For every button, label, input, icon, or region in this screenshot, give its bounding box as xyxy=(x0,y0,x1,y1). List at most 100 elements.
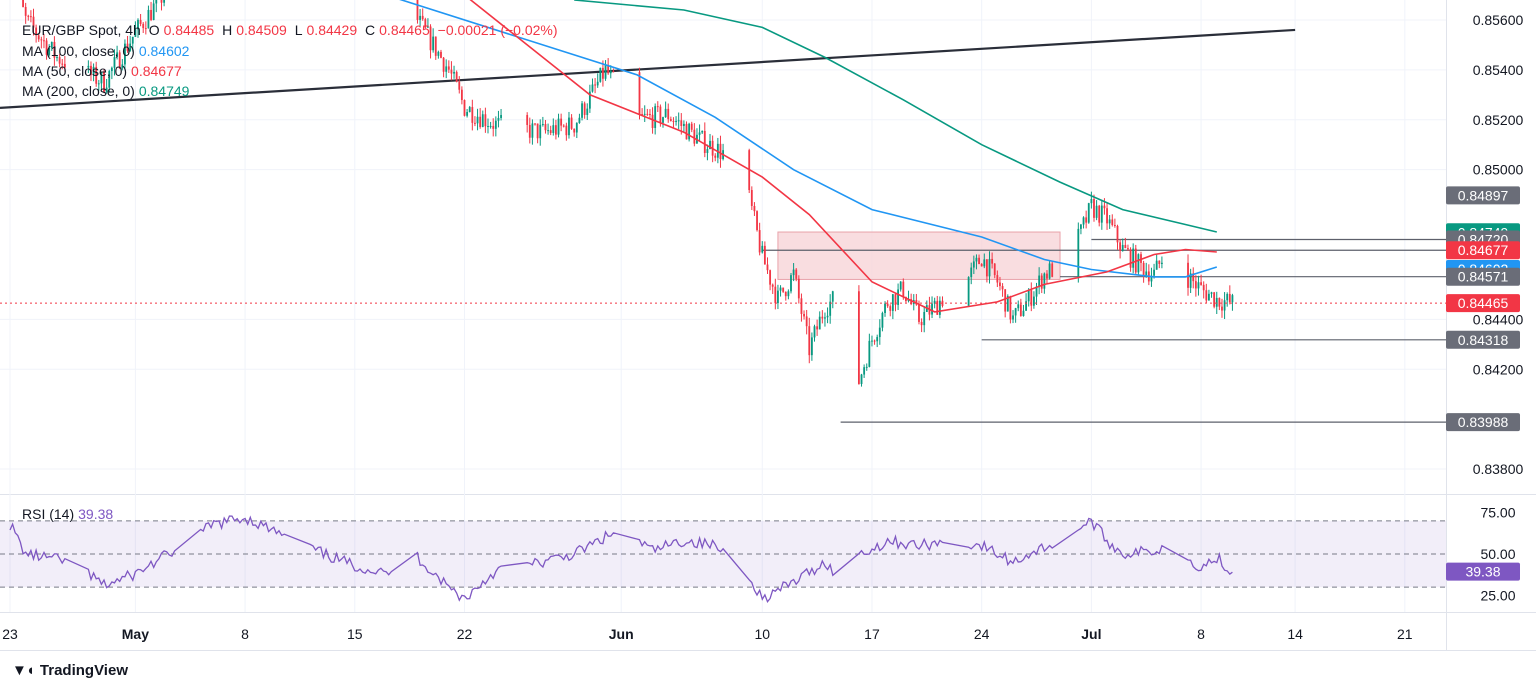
candle-body xyxy=(769,270,772,285)
candle-body xyxy=(549,130,552,133)
time-tick-label: 15 xyxy=(347,626,363,642)
supply-zone xyxy=(777,231,1061,280)
candle-body xyxy=(1098,205,1101,223)
candle-body xyxy=(818,316,821,330)
candle-body xyxy=(991,258,994,264)
candle-body xyxy=(565,125,568,136)
candle-body xyxy=(703,130,706,153)
candles xyxy=(22,0,1234,387)
candle-body xyxy=(37,35,40,40)
candle-body xyxy=(445,66,448,72)
moving-average-line xyxy=(469,0,1217,313)
candle-body xyxy=(774,286,777,304)
tradingview-logo[interactable]: ▼◖ TradingView xyxy=(12,662,128,679)
candle-body xyxy=(609,71,612,74)
candle-body xyxy=(484,114,487,127)
candle-body xyxy=(453,71,455,74)
candle-body xyxy=(160,0,163,3)
price-tick-label: 0.83800 xyxy=(1473,461,1524,477)
candle-body xyxy=(1113,224,1116,226)
ma200-legend[interactable]: MA (200, close, 0) 0.84749 xyxy=(22,83,193,99)
candle-body xyxy=(43,40,45,42)
candle-body xyxy=(873,340,876,342)
candle-body xyxy=(970,267,973,278)
candle-body xyxy=(474,122,476,124)
candle-body xyxy=(672,120,675,122)
candle-body xyxy=(669,119,672,121)
candle-body xyxy=(1025,301,1027,311)
candle-body xyxy=(458,81,461,90)
price-label-text: 0.84465 xyxy=(1458,295,1509,311)
rsi-value-badge-text: 39.38 xyxy=(1465,564,1500,580)
candle-body xyxy=(863,367,866,375)
candle-body xyxy=(560,118,563,126)
candle-body xyxy=(680,120,683,127)
candle-body xyxy=(427,26,429,28)
grid-lines xyxy=(0,0,1446,612)
price-label-text: 0.84677 xyxy=(1458,242,1509,258)
candle-body xyxy=(638,72,641,115)
candle-body xyxy=(1145,271,1148,276)
candle-body xyxy=(494,120,497,129)
candle-body xyxy=(980,263,983,267)
candle-body xyxy=(53,41,56,58)
candle-body xyxy=(419,15,422,20)
candle-body xyxy=(1035,286,1038,297)
candle-body xyxy=(594,84,597,86)
candle-body xyxy=(1085,217,1088,223)
time-tick-label: 8 xyxy=(241,626,249,642)
candle-body xyxy=(1048,263,1051,279)
price-label-text: 0.84897 xyxy=(1458,187,1509,203)
candle-body xyxy=(664,108,667,118)
change-value: −0.00021 (−0.02%) xyxy=(437,22,558,38)
high-label: H xyxy=(222,22,233,38)
ma100-value: 0.84602 xyxy=(138,43,190,59)
candle-body xyxy=(604,64,607,79)
candle-body xyxy=(573,128,576,133)
candle-body xyxy=(1119,242,1122,251)
rsi-tick-label: 25.00 xyxy=(1480,587,1515,603)
candle-body xyxy=(1027,290,1030,302)
candle-body xyxy=(1158,260,1161,264)
candle-body xyxy=(1030,290,1033,306)
close-label: C xyxy=(365,22,376,38)
candle-body xyxy=(568,117,570,136)
candle-body xyxy=(534,123,536,125)
candle-body xyxy=(810,337,813,356)
candle-body xyxy=(975,257,978,262)
candle-body xyxy=(719,143,722,160)
candle-body xyxy=(701,130,704,133)
candle-body xyxy=(933,300,936,304)
candle-body xyxy=(795,269,798,279)
candle-body xyxy=(1017,304,1020,309)
candle-body xyxy=(790,275,792,292)
ma50-legend[interactable]: MA (50, close, 0) 0.84677 xyxy=(22,63,186,79)
candle-body xyxy=(487,126,489,128)
candle-body xyxy=(857,291,860,384)
candle-body xyxy=(967,277,970,306)
candle-body xyxy=(891,294,894,311)
candle-body xyxy=(27,15,30,17)
candle-body xyxy=(756,211,758,231)
price-label-badge xyxy=(1446,330,1520,349)
candle-body xyxy=(87,65,90,68)
candle-body xyxy=(646,113,649,115)
candle-body xyxy=(97,83,100,85)
ma100-legend[interactable]: MA (100, close, 0) 0.84602 xyxy=(22,43,193,59)
candle-body xyxy=(61,63,64,65)
candle-body xyxy=(803,313,805,317)
candle-body xyxy=(1200,282,1202,285)
candle-body xyxy=(447,66,450,70)
candle-body xyxy=(821,316,824,319)
candle-body xyxy=(871,340,873,342)
price-tick-label: 0.85400 xyxy=(1473,62,1524,78)
candle-body xyxy=(938,300,941,315)
candle-body xyxy=(1228,293,1231,303)
candle-body xyxy=(824,317,826,319)
rsi-legend[interactable]: RSI (14) 39.38 xyxy=(22,506,117,522)
candle-body xyxy=(1093,199,1095,218)
ma100-label: MA (100, close, 0) xyxy=(22,43,135,59)
candle-body xyxy=(910,299,913,305)
moving-average-line xyxy=(574,0,1217,233)
